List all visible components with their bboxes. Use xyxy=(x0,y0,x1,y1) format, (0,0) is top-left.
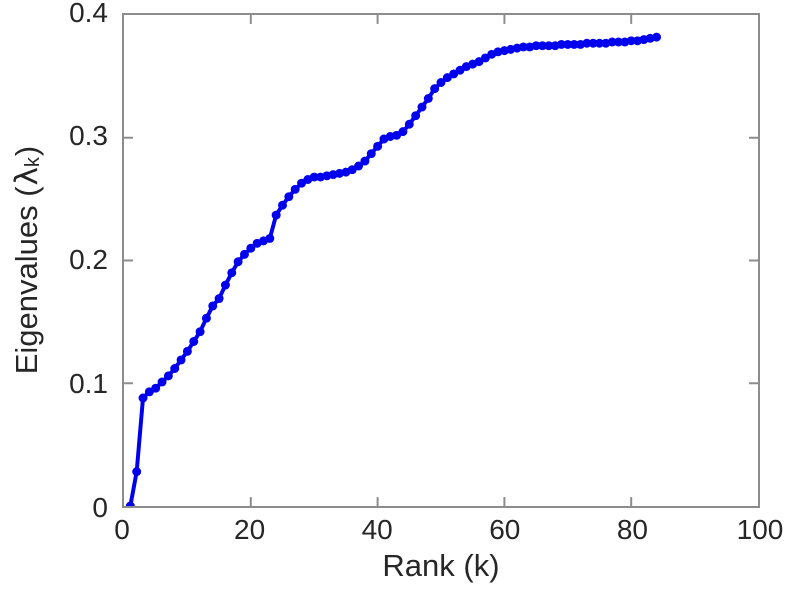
x-tick-label-80: 80 xyxy=(616,514,648,545)
x-tick-label-100: 100 xyxy=(736,514,784,545)
y-tick-label-4: 0 xyxy=(92,492,108,523)
x-tick-label-60: 60 xyxy=(489,514,521,545)
y-tick-label-2: 0.2 xyxy=(69,244,108,275)
y-tick-label-1: 0.3 xyxy=(69,120,108,151)
plot-area xyxy=(122,13,760,508)
y-tick-label-3: 0.1 xyxy=(69,368,108,399)
x-tick-label-0: 0 xyxy=(114,514,130,545)
eigenvalue-curve xyxy=(128,35,659,506)
lambda-subscript: k xyxy=(21,157,44,168)
chart-canvas xyxy=(124,15,758,506)
x-axis-label: Rank (k) xyxy=(382,548,500,583)
lambda-symbol: λ xyxy=(9,167,45,186)
x-tick-label-20: 20 xyxy=(234,514,266,545)
y-axis-label-prefix: Eigenvalues ( xyxy=(9,186,44,375)
y-tick-label-0: 0.4 xyxy=(69,0,108,28)
x-tick-label-40: 40 xyxy=(361,514,393,545)
axis-ticks xyxy=(124,15,758,506)
eigenvalue-markers xyxy=(125,32,662,506)
